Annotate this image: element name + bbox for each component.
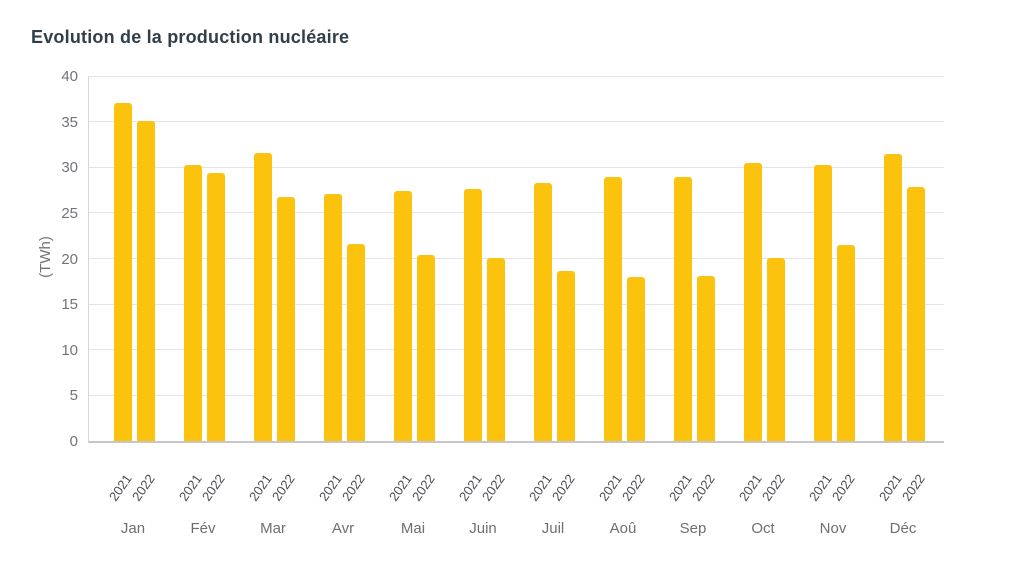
y-tick-label-35: 35 [61,113,78,131]
gridline-35 [89,121,944,123]
y-tick-label-40: 40 [61,68,78,85]
bar-2021-jan[interactable] [113,103,132,441]
chart-title: Evolution de la production nucléaire [31,27,350,47]
gridline-25 [89,212,944,214]
x-axis-month-juin: Juin [469,520,497,537]
y-tick-label-5: 5 [69,387,78,405]
bar-2022-nov[interactable] [836,244,855,441]
bar-2021-juin[interactable] [463,189,482,441]
plot-area [88,75,944,443]
x-axis-month-jan: Jan [120,520,146,537]
y-tick-label-0: 0 [69,433,78,450]
bar-2021-oct[interactable] [743,162,762,441]
gridline-10 [89,349,944,351]
y-tick-label-25: 25 [61,204,78,222]
gridline-30 [89,166,944,168]
bar-2021-déc[interactable] [883,154,902,441]
x-axis-month-avr: Avr [331,520,355,537]
x-axis-month-nov: Nov [819,520,847,537]
bar-2022-mai[interactable] [416,254,435,441]
x-axis-month-fév: Fév [190,520,216,537]
bar-2021-nov[interactable] [813,164,832,441]
bar-2022-jan[interactable] [136,120,155,441]
x-axis-month-sep: Sep [679,520,707,537]
bar-2022-déc[interactable] [906,187,925,441]
bar-2021-fév[interactable] [183,165,202,441]
bar-2021-juil[interactable] [533,182,552,441]
gridline-15 [89,303,944,305]
y-tick-label-15: 15 [61,296,78,314]
gridline-40 [89,75,944,77]
x-axis-month-oct: Oct [751,520,775,537]
x-axis-month-déc: Déc [889,520,917,537]
bar-2022-oct[interactable] [766,257,785,441]
y-tick-label-20: 20 [61,250,78,268]
x-axis-month-juil: Juil [541,520,565,537]
x-axis-month-mar: Mar [260,520,286,537]
y-tick-label-30: 30 [61,159,78,177]
x-axis-month-mai: Mai [400,520,426,537]
bar-2022-juil[interactable] [556,271,575,441]
bar-2022-mar[interactable] [276,197,295,441]
gridline-20 [89,258,944,259]
bar-2022-fév[interactable] [206,172,225,441]
bar-2021-mai[interactable] [393,190,412,441]
bar-2022-sep[interactable] [696,275,715,441]
bar-2021-avr[interactable] [323,193,342,441]
bar-2021-mar[interactable] [253,152,272,441]
gridline-5 [89,394,944,396]
bar-2022-juin[interactable] [486,257,505,441]
bar-2021-sep[interactable] [673,177,692,441]
bar-2022-avr[interactable] [346,243,365,441]
bar-2022-aoû[interactable] [626,276,645,441]
x-axis-month-aoû: Aoû [609,520,637,537]
y-tick-label-10: 10 [61,341,78,359]
bar-2021-aoû[interactable] [603,177,622,441]
